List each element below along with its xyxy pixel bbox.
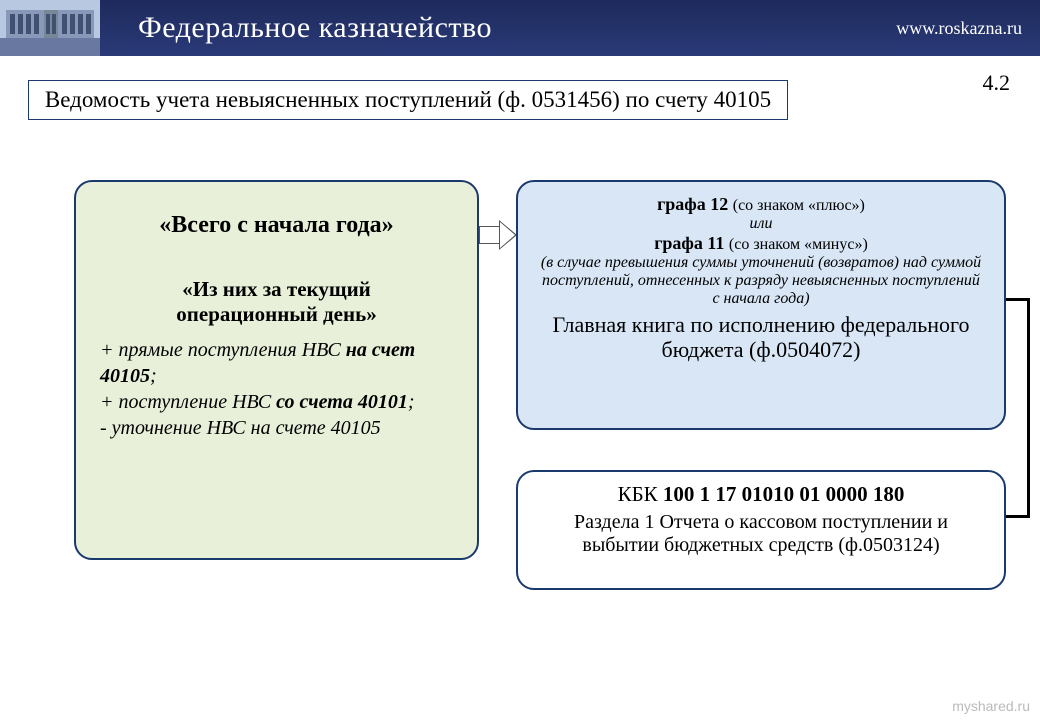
left-box-body: + прямые поступления НВС на счет 40105; … [94,337,459,441]
grafa-12: графа 12 (со знаком «плюс») [540,194,982,215]
arrow-left-to-right [479,220,517,250]
header-logo [0,0,100,56]
left-box-subtitle: «Из них за текущий операционный день» [94,277,459,327]
right-bottom-box: КБК 100 1 17 01010 01 0000 180 Раздела 1… [516,470,1006,590]
header-url: www.roskazna.ru [896,18,1022,39]
left-box-title: «Всего с начала года» [94,212,459,239]
connector-line [1006,298,1030,518]
header-bar: Федеральное казначейство www.roskazna.ru [0,0,1040,56]
kbk-line: КБК 100 1 17 01010 01 0000 180 [540,482,982,507]
content-area: Ведомость учета невыясненных поступлений… [0,56,1040,640]
left-box: «Всего с начала года» «Из них за текущий… [74,180,479,560]
right-top-note: (в случае превышения суммы уточнений (во… [540,254,982,308]
diagram-area: «Всего с начала года» «Из них за текущий… [20,180,1020,620]
or-text: или [540,215,982,233]
header-title: Федеральное казначейство [138,11,492,45]
page-number: 4.2 [983,70,1011,96]
watermark: myshared.ru [952,698,1030,714]
building-image [0,0,100,56]
right-top-box: графа 12 (со знаком «плюс») или графа 11… [516,180,1006,430]
right-bottom-body: Раздела 1 Отчета о кассовом поступлении … [540,511,982,557]
grafa-11: графа 11 (со знаком «минус») [540,233,982,254]
right-top-main: Главная книга по исполнению федерального… [540,312,982,363]
slide-title: Ведомость учета невыясненных поступлений… [28,80,788,120]
